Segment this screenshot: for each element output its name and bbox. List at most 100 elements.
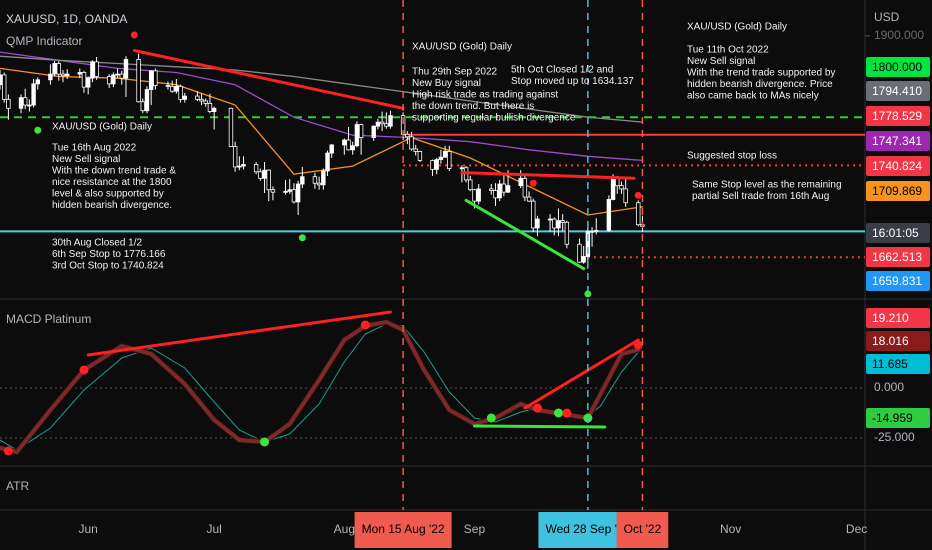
candle-body [518,177,523,187]
candle-body [35,79,40,85]
candle-body [636,202,641,226]
candle-body [178,85,183,100]
x-tick-label: Jun [78,522,97,536]
candle-body [232,146,238,168]
candle-body [371,125,376,139]
candle-body [123,59,129,79]
candle-body [547,218,553,221]
x-tick-label: Dec [846,522,867,536]
candle-body [312,176,318,184]
signal-dot [486,413,496,423]
candle-body [270,189,276,193]
candle-body [1,74,7,100]
candle-body [522,177,528,198]
candle-body [241,164,246,167]
candle-body [253,164,259,173]
candle-body [430,159,435,170]
candle-body [169,85,175,92]
price-label: 1794.410 [872,84,922,98]
price-label-box [866,223,930,243]
signal-dot [532,403,542,413]
trend-line [464,198,586,271]
price-label: 18.016 [872,334,909,348]
candle-body [375,121,381,127]
price-label: -14.959 [872,411,913,425]
annotation-text: 30th Aug Closed 1/2 [52,238,143,249]
y-tick-label: 1900.000 [874,28,924,42]
candle-body [526,196,532,202]
candle-body [476,188,481,202]
candle-body [384,123,389,127]
macd-title: MACD Platinum [6,312,91,326]
price-label-box [866,57,930,77]
price-label-box [866,181,930,201]
annotation-text: hidden bearish divergence. Price [687,79,833,90]
annotation-text: also came back to MAs nicely [687,91,819,102]
candle-body [77,72,82,75]
candle-body [379,121,385,125]
candle-body [64,73,70,77]
candle-body [501,183,507,193]
candle-body [174,85,179,92]
candle-body [577,243,582,263]
candle-body [199,98,204,102]
candle-body [316,182,322,186]
annotation-text: 6th Sep Stop to 1776.166 [52,249,166,260]
candle-body [115,73,120,76]
candle-body [258,171,263,179]
moving-average [0,51,644,162]
candle-body [207,103,213,112]
candle-body [283,190,288,193]
annotation-text: Tue 16th Aug 2022 [52,143,137,154]
x-tick-label: Jul [206,522,221,536]
candle-body [111,74,116,85]
currency: USD [874,10,900,24]
candle-body [18,97,24,109]
price-label-box [866,308,930,328]
candle-body [350,145,355,151]
candle-body [342,139,347,146]
candle-body [585,230,591,257]
price-label: 1778.529 [872,109,922,123]
candle-body [321,170,326,186]
candle-body [535,218,540,229]
price-label: 1800.000 [872,60,922,74]
trend-line [132,49,405,110]
candle-body [144,89,150,112]
candle-body [85,77,91,88]
annotation-text: the down trend. But there is [412,101,534,112]
annotation-text: partial Sell trade from 16th Aug [692,191,829,202]
candle-body [0,74,3,86]
candle-body [531,200,536,229]
annotation-text: New Buy signal [412,78,481,89]
annotation-text: With the down trend trade & [52,166,176,177]
candle-body [610,177,616,200]
price-label: 19.210 [872,311,909,325]
signal-dot [633,340,643,350]
candle-body [564,221,570,245]
signal-dot [634,191,642,199]
candle-body [56,63,61,75]
annotation-text: New Sell signal [687,56,755,67]
signal-dot [584,290,592,298]
candle-body [447,151,452,169]
candle-body [211,107,217,112]
price-label-box [866,81,930,101]
candle-body [623,188,628,204]
candle-body [615,177,620,187]
candle-body [203,100,208,104]
candle-body [237,165,242,168]
candle-body [48,73,53,81]
price-label-box [866,156,930,176]
candle-body [266,169,271,191]
candle-body [468,179,473,191]
candle-body [329,144,334,154]
annotation-text: 3rd Oct Stop to 1740.824 [52,261,164,272]
candle-body [405,133,410,138]
price-label-box [866,106,930,126]
trend-line [523,338,640,410]
annotation-text: With the trend trade supported by [687,68,835,79]
signal-dot [298,234,306,242]
y-tick-label: 0.000 [874,380,904,394]
candle-body [195,95,200,100]
